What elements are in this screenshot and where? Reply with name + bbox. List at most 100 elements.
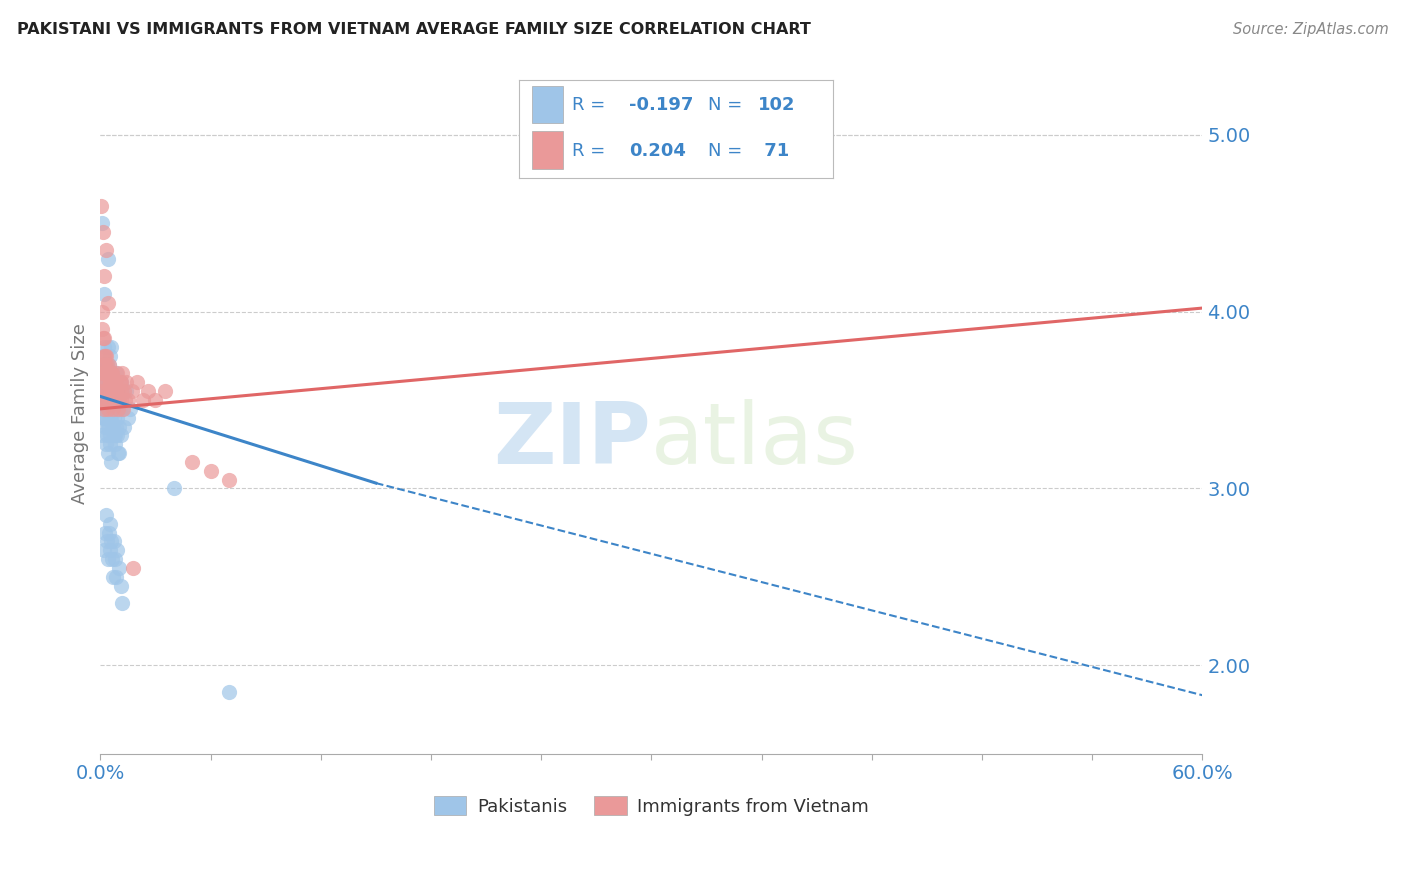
- Point: [97, 340, 120, 354]
- Point: [107, 419, 129, 434]
- Point: [107, 401, 129, 416]
- Point: [104, 437, 127, 451]
- Point: [94, 525, 117, 540]
- Point: [107, 446, 129, 460]
- Point: [97, 384, 120, 399]
- Point: [100, 455, 122, 469]
- Point: [94, 358, 117, 372]
- Point: [108, 376, 131, 390]
- Point: [94, 376, 117, 390]
- Point: [145, 392, 167, 407]
- Point: [94, 437, 117, 451]
- Point: [117, 410, 139, 425]
- Point: [103, 410, 125, 425]
- Point: [96, 384, 118, 399]
- Point: [93, 349, 115, 363]
- Point: [96, 367, 118, 381]
- Point: [94, 243, 117, 257]
- Point: [131, 392, 153, 407]
- Point: [121, 384, 143, 399]
- Point: [112, 384, 135, 399]
- Point: [107, 446, 129, 460]
- Point: [125, 376, 148, 390]
- Point: [100, 401, 122, 416]
- Point: [97, 392, 120, 407]
- Point: [122, 561, 145, 575]
- Point: [93, 287, 115, 301]
- Point: [91, 428, 114, 442]
- Point: [115, 376, 138, 390]
- Point: [97, 295, 120, 310]
- Point: [218, 473, 240, 487]
- Point: [91, 216, 114, 230]
- Point: [97, 525, 120, 540]
- Point: [103, 401, 125, 416]
- Point: [112, 419, 135, 434]
- Point: [91, 349, 114, 363]
- Point: [94, 410, 117, 425]
- Point: [110, 376, 132, 390]
- Point: [107, 384, 129, 399]
- Point: [101, 384, 124, 399]
- Point: [104, 376, 127, 390]
- Point: [93, 367, 115, 381]
- Point: [97, 401, 120, 416]
- Point: [105, 428, 128, 442]
- Point: [91, 322, 114, 336]
- Point: [103, 376, 125, 390]
- Point: [100, 534, 122, 549]
- Point: [97, 358, 120, 372]
- Point: [97, 419, 120, 434]
- Point: [94, 376, 117, 390]
- Point: [101, 367, 124, 381]
- Point: [96, 384, 118, 399]
- Point: [98, 543, 121, 558]
- Point: [111, 401, 134, 416]
- Point: [97, 401, 120, 416]
- Point: [98, 384, 121, 399]
- Point: [94, 419, 117, 434]
- Point: [97, 552, 120, 566]
- Point: [104, 384, 127, 399]
- Point: [94, 376, 117, 390]
- Point: [117, 392, 139, 407]
- Point: [91, 392, 114, 407]
- Point: [101, 367, 124, 381]
- Point: [136, 384, 159, 399]
- Point: [94, 358, 117, 372]
- Point: [104, 392, 127, 407]
- Point: [100, 516, 122, 531]
- Point: [104, 419, 127, 434]
- Point: [103, 384, 125, 399]
- Point: [103, 376, 125, 390]
- Point: [100, 392, 122, 407]
- Point: [101, 552, 124, 566]
- Point: [104, 392, 127, 407]
- Point: [98, 376, 121, 390]
- Text: atlas: atlas: [651, 399, 859, 482]
- Point: [97, 376, 120, 390]
- Point: [94, 392, 117, 407]
- Y-axis label: Average Family Size: Average Family Size: [72, 323, 89, 504]
- Point: [110, 392, 132, 407]
- Point: [90, 384, 112, 399]
- Point: [97, 252, 120, 266]
- Point: [93, 543, 115, 558]
- Point: [94, 392, 117, 407]
- Point: [200, 464, 222, 478]
- Point: [104, 428, 127, 442]
- Point: [96, 401, 118, 416]
- Point: [98, 392, 121, 407]
- Point: [93, 401, 115, 416]
- Point: [103, 428, 125, 442]
- Point: [101, 401, 124, 416]
- Point: [96, 428, 118, 442]
- Point: [108, 401, 131, 416]
- Point: [112, 401, 135, 416]
- Point: [90, 401, 112, 416]
- Point: [91, 410, 114, 425]
- Point: [93, 384, 115, 399]
- Point: [163, 482, 186, 496]
- Point: [100, 340, 122, 354]
- Point: [93, 401, 115, 416]
